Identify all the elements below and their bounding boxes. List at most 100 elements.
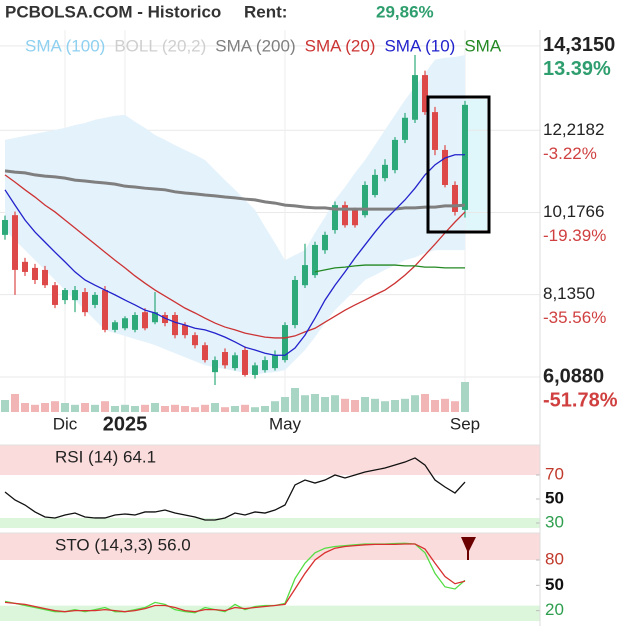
- y-tick-label: 14,3150: [543, 34, 615, 56]
- candle-body: [252, 365, 258, 375]
- volume-bar: [61, 403, 69, 412]
- volume-bar: [441, 398, 449, 412]
- candle-body: [182, 325, 188, 336]
- volume-bar: [251, 407, 259, 412]
- volume-bar: [431, 400, 439, 412]
- y-tick-label: 12,2182: [543, 120, 604, 139]
- candle-body: [22, 261, 28, 272]
- candle-body: [412, 75, 418, 120]
- candle-body: [232, 355, 238, 369]
- candle-body: [402, 117, 408, 140]
- candle-body: [422, 75, 428, 113]
- volume-bar: [331, 395, 339, 412]
- candle-body: [2, 219, 8, 235]
- volume-bar: [171, 404, 179, 412]
- volume-bar: [461, 382, 469, 412]
- volume-bar: [201, 404, 209, 412]
- overlay: PCBOLSA.COM - Historico Rent: 29,86% 14,…: [5, 2, 618, 626]
- volume-bar: [271, 401, 279, 412]
- sma-line: [4, 174, 466, 339]
- y-tick-label: 50: [545, 488, 564, 507]
- candle-body: [242, 350, 248, 375]
- x-tick-label: Dic: [53, 414, 78, 433]
- candle-body: [152, 312, 158, 323]
- volume-bar: [31, 404, 39, 412]
- candle-body: [52, 285, 58, 305]
- volume-bar: [341, 398, 349, 412]
- plot: [0, 30, 540, 621]
- volume-bar: [291, 388, 299, 412]
- volume-bar: [81, 403, 89, 412]
- band-area: [5, 54, 465, 375]
- rent-value: 29,86%: [376, 2, 434, 21]
- volume-bar: [231, 406, 239, 412]
- volume-bar: [101, 401, 109, 412]
- volume-bar: [401, 398, 409, 412]
- legend-entry: SMA (20): [305, 36, 376, 55]
- volume-bar: [361, 397, 369, 412]
- volume-bar: [221, 407, 229, 412]
- x-tick-label: 2025: [103, 413, 148, 435]
- candle-body: [112, 322, 118, 330]
- y-tick-change: -19.39%: [543, 226, 606, 245]
- volume-bar: [121, 404, 129, 412]
- candle-body: [82, 292, 88, 313]
- volume-bar: [41, 403, 49, 412]
- y-tick-label: 6,0880: [543, 365, 604, 387]
- x-tick-label: Sep: [450, 414, 480, 433]
- panel-title: STO (14,3,3) 56.0: [55, 535, 191, 554]
- candle-body: [72, 290, 78, 301]
- volume-bar: [301, 395, 309, 412]
- indicator-line: [4, 457, 466, 521]
- candle-body: [332, 205, 338, 231]
- volume-bar: [111, 406, 119, 412]
- candle-body: [202, 345, 208, 361]
- volume-bar: [211, 403, 219, 412]
- legend-entry: SMA (10): [384, 36, 455, 55]
- volume-bar: [21, 403, 29, 412]
- volume-bar: [161, 406, 169, 412]
- legend-entry: SMA (100): [25, 36, 105, 55]
- volume-bar: [71, 404, 79, 412]
- candle-body: [452, 184, 458, 212]
- volume-bar: [91, 404, 99, 412]
- candle-body: [442, 149, 448, 185]
- lower-band: [0, 518, 540, 528]
- candle-body: [312, 244, 318, 276]
- candle-body: [292, 279, 298, 326]
- candle-body: [142, 312, 148, 329]
- x-tick-label: May: [269, 414, 302, 433]
- candle-body: [392, 139, 398, 171]
- candle-body: [172, 314, 178, 336]
- candle-body: [372, 174, 378, 196]
- indicator-line: [4, 543, 466, 613]
- y-tick-change: -3.22%: [543, 144, 597, 163]
- y-tick-label: 20: [545, 600, 564, 619]
- candle-body: [102, 290, 108, 330]
- candle-body: [462, 104, 468, 210]
- volume-bar: [451, 401, 459, 412]
- y-tick-label: 70: [545, 464, 564, 483]
- candle-body: [302, 265, 308, 286]
- volume-bar: [411, 395, 419, 412]
- candle-body: [382, 164, 388, 179]
- candle-body: [212, 360, 218, 373]
- sma-line: [4, 169, 466, 211]
- upper-band: [0, 533, 540, 561]
- volume-bar: [191, 407, 199, 412]
- panel-title: RSI (14) 64.1: [55, 447, 156, 466]
- volume-bar: [131, 406, 139, 412]
- signal-marker: [461, 537, 476, 553]
- candle-body: [62, 290, 68, 301]
- sma-line: [314, 264, 465, 273]
- y-tick-change: 13.39%: [543, 58, 611, 80]
- candle-body: [92, 294, 98, 305]
- y-tick-change: -51.78%: [543, 389, 618, 411]
- legend-entry: SMA (200): [215, 36, 295, 55]
- candle-body: [282, 325, 288, 361]
- candle-body: [12, 215, 18, 270]
- volume-bar: [141, 404, 149, 412]
- highlight-box: [426, 95, 491, 234]
- site-title: PCBOLSA.COM - Historico: [5, 2, 221, 21]
- candle-body: [42, 269, 48, 286]
